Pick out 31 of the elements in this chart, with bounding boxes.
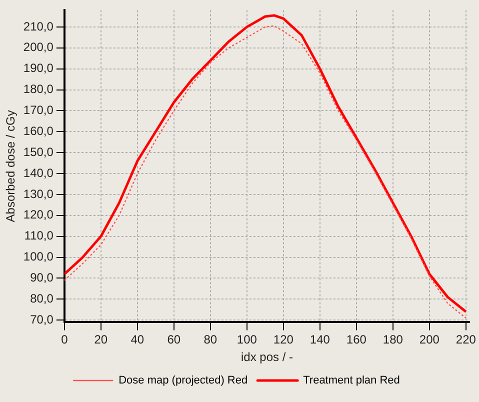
y-tick-label: 160,0 xyxy=(23,124,54,138)
y-tick-label: 130,0 xyxy=(23,186,54,201)
y-tick-label: 90,0 xyxy=(30,270,54,285)
x-tick-label: 120 xyxy=(273,332,294,347)
y-tick-label: 200,0 xyxy=(23,40,54,54)
x-tick-label: 220 xyxy=(456,332,476,347)
y-tick-label: 100,0 xyxy=(23,250,54,264)
x-axis-title: idx pos / - xyxy=(240,350,294,364)
x-tick-label: 0 xyxy=(61,332,68,347)
x-tick-label: 100 xyxy=(236,332,258,347)
y-tick-label: 120,0 xyxy=(23,208,54,222)
x-tick-label: 20 xyxy=(94,332,108,347)
y-tick-label: 80,0 xyxy=(30,291,54,306)
x-tick-label: 160 xyxy=(346,332,367,347)
y-tick-label: 170,0 xyxy=(23,103,54,118)
y-tick-label: 190,0 xyxy=(23,61,54,76)
legend-label: Dose map (projected) Red xyxy=(118,374,248,387)
legend-label: Treatment plan Red xyxy=(303,374,400,387)
y-tick-label: 180,0 xyxy=(23,82,54,96)
x-tick-label: 40 xyxy=(130,332,144,347)
x-tick-label: 80 xyxy=(204,332,218,347)
x-tick-label: 60 xyxy=(167,332,181,347)
y-tick-label: 140,0 xyxy=(23,166,54,180)
y-tick-label: 150,0 xyxy=(23,144,54,159)
y-tick-label: 110,0 xyxy=(24,228,54,243)
x-tick-label: 200 xyxy=(419,332,440,347)
y-axis-title: Absorbed dose / cGy xyxy=(4,110,18,222)
y-tick-label: 70,0 xyxy=(30,312,54,326)
y-tick-label: 210,0 xyxy=(23,19,54,34)
x-tick-label: 180 xyxy=(382,332,404,347)
x-tick-label: 140 xyxy=(310,332,330,347)
